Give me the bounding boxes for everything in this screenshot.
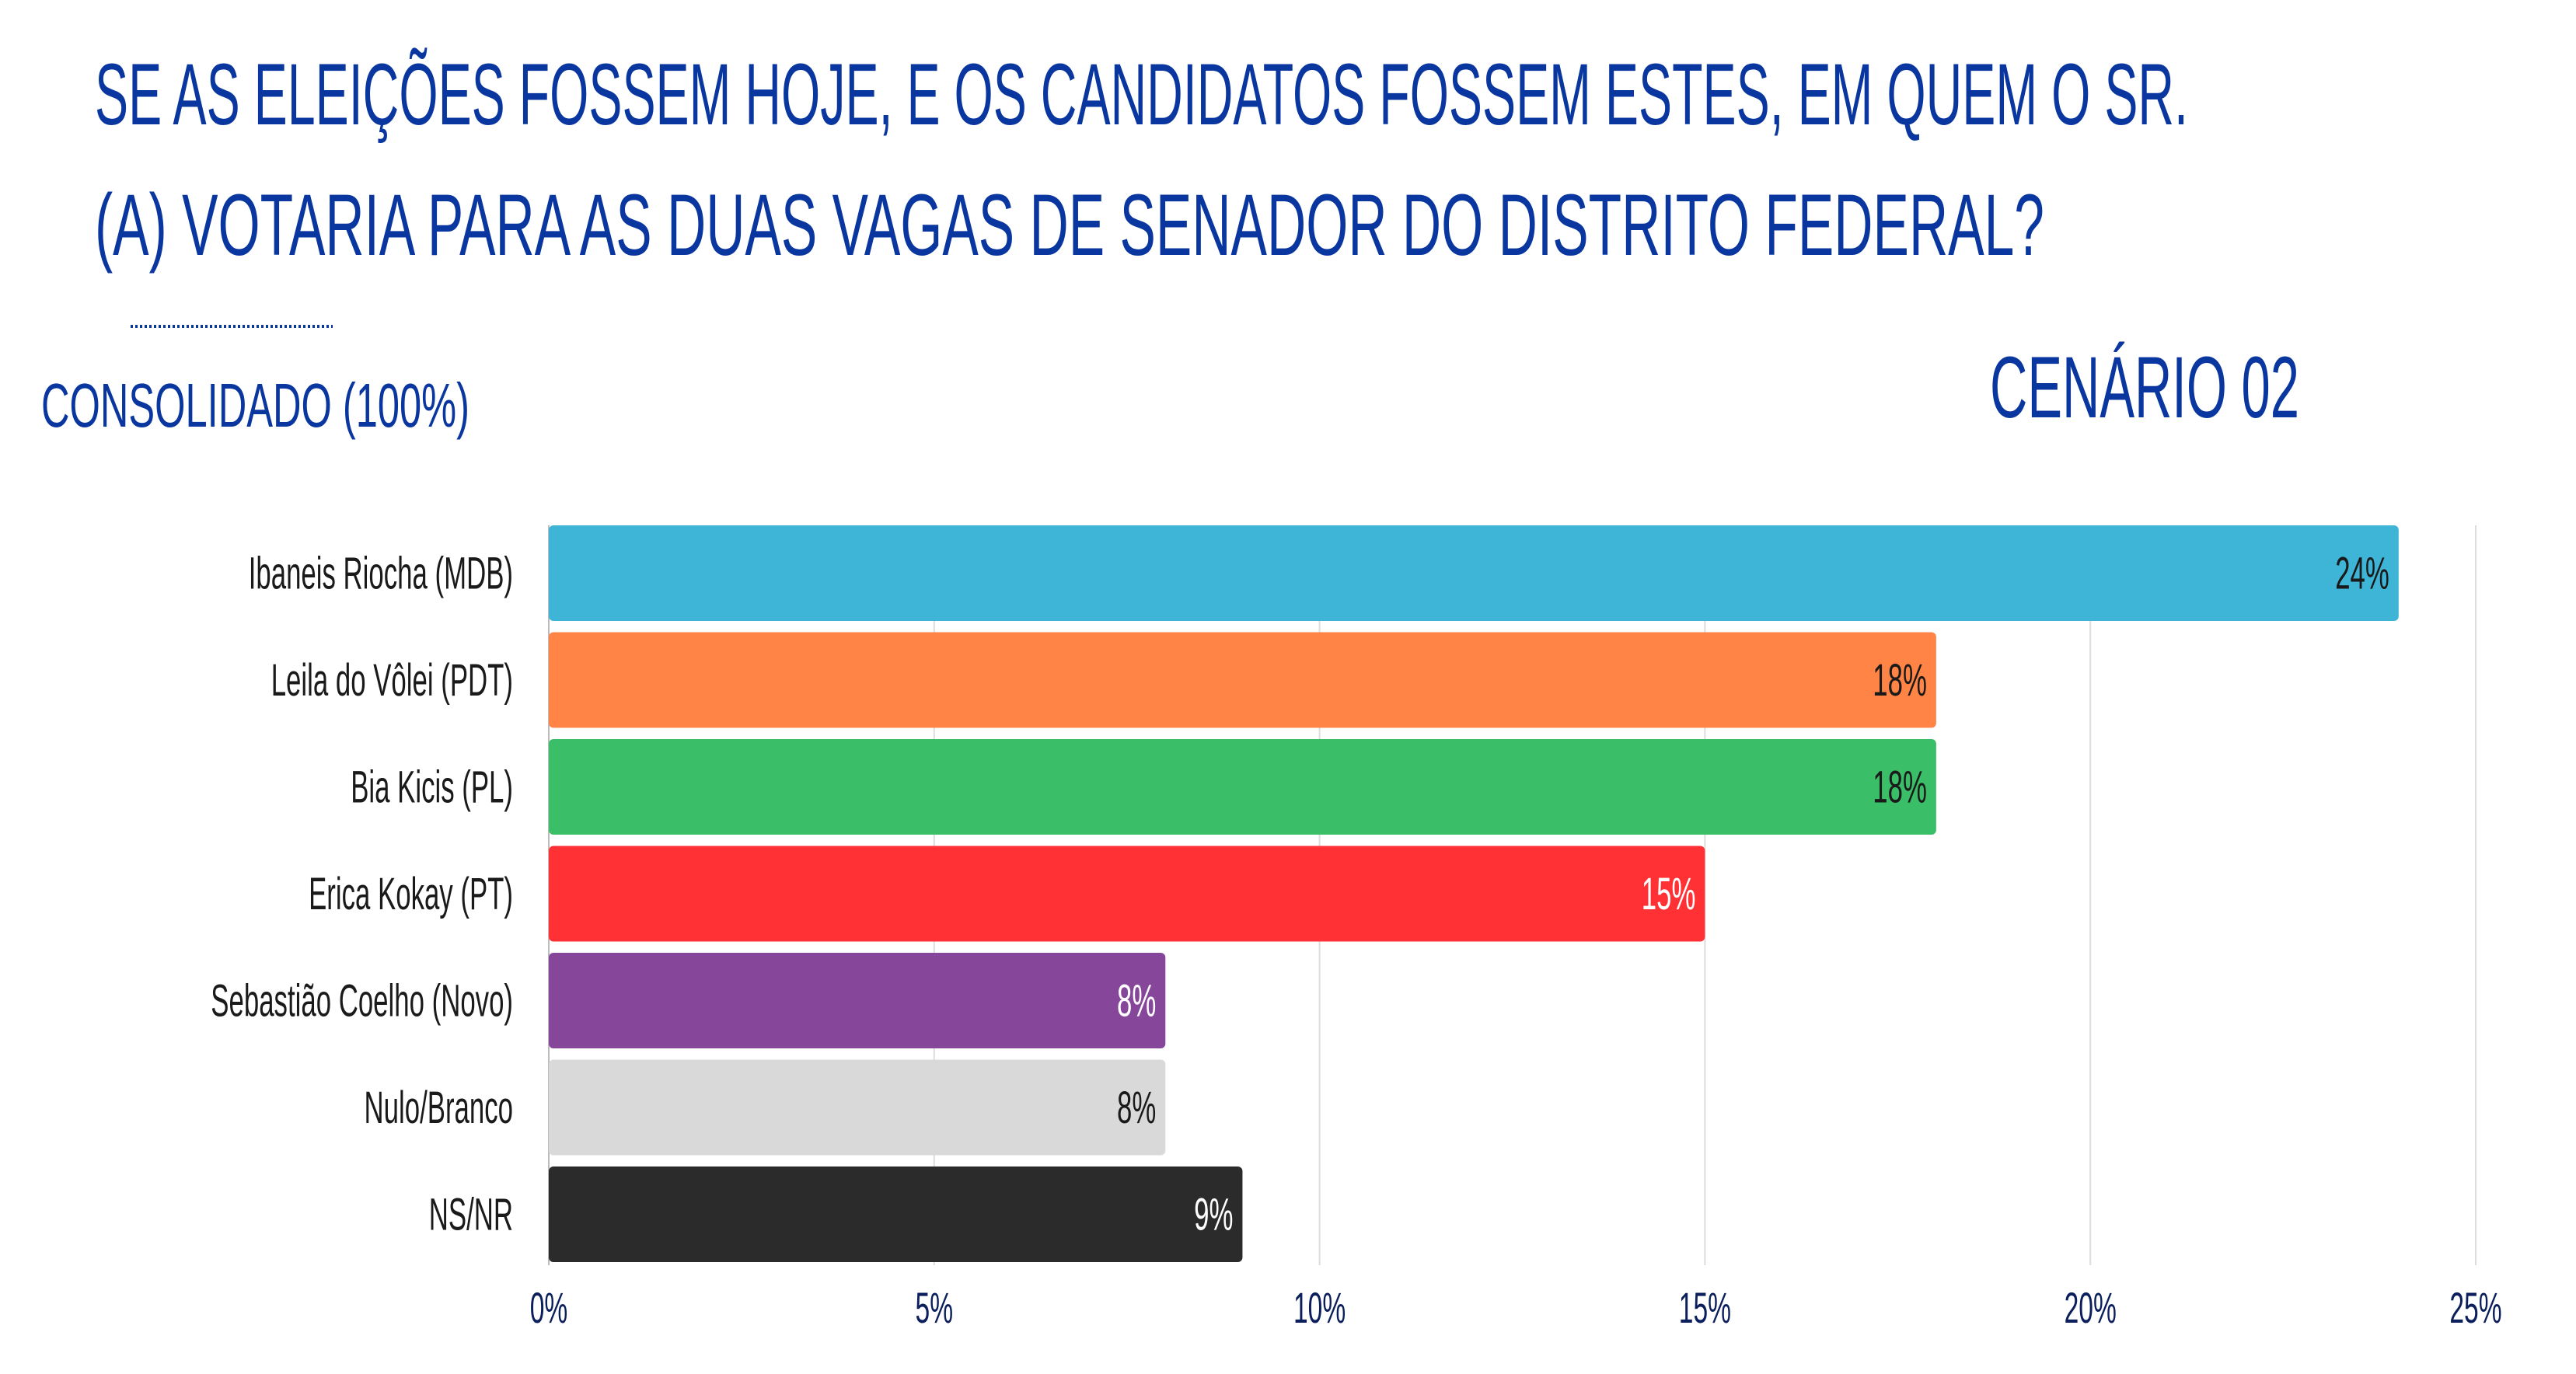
x-tick-label: 25% [2449, 1283, 2501, 1332]
data-label: 8% [1117, 1083, 1156, 1133]
bar [549, 846, 1705, 942]
x-tick-label: 15% [1679, 1283, 1731, 1332]
category-label: Ibaneis Riocha (MDB) [249, 549, 513, 599]
data-label: 9% [1194, 1191, 1233, 1240]
category-label: Sebastião Coelho (Novo) [211, 977, 513, 1027]
x-tick-label: 5% [916, 1283, 954, 1332]
category-label: NS/NR [429, 1191, 513, 1240]
category-label: Bia Kicis (PL) [351, 763, 513, 813]
category-label: Nulo/Branco [365, 1083, 513, 1133]
data-label: 18% [1873, 656, 1927, 706]
category-label: Leila do Vôlei (PDT) [271, 656, 513, 706]
data-label: 8% [1117, 977, 1156, 1027]
scenario-label: CENÁRIO 02 [1990, 339, 2299, 436]
bar [549, 953, 1166, 1048]
bar [549, 525, 2399, 621]
title-line-1: SE AS ELEIÇÕES FOSSEM HOJE, E OS CANDIDA… [95, 46, 2188, 143]
title-line-2: (A) VOTARIA PARA AS DUAS VAGAS DE SENADO… [95, 176, 2044, 274]
x-tick-label: 20% [2065, 1283, 2117, 1332]
data-label: 18% [1873, 763, 1927, 813]
x-tick-label: 10% [1293, 1283, 1346, 1332]
bar [549, 632, 1936, 728]
subtitle: CONSOLIDADO (100%) [41, 371, 469, 440]
x-tick-label: 0% [530, 1283, 568, 1332]
bar [549, 1059, 1166, 1156]
data-label: 24% [2335, 549, 2389, 599]
bar [549, 739, 1936, 835]
category-label: Erica Kokay (PT) [309, 870, 513, 919]
data-label: 15% [1642, 870, 1696, 919]
bar [549, 1167, 1243, 1262]
